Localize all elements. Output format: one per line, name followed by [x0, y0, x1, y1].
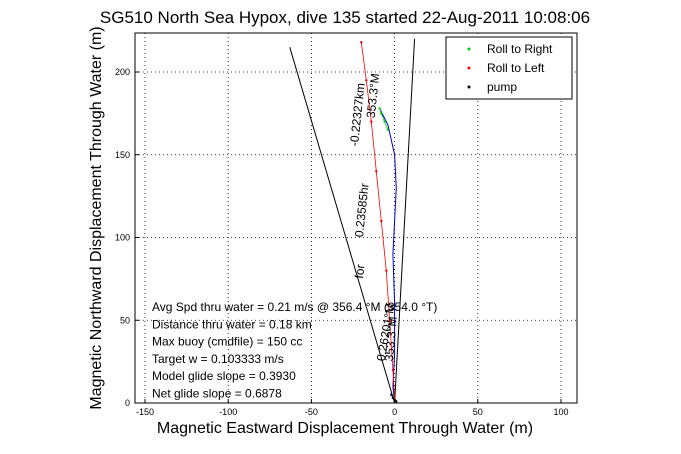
track-line	[379, 108, 397, 404]
legend-label: Roll to Left	[487, 61, 545, 75]
y-tick-label: 150	[115, 150, 130, 160]
y-axis-label: Magnetic Northward Displacement Through …	[88, 26, 105, 409]
annotation-line: Max buoy (cmdfile) = 150 cc	[152, 335, 302, 349]
x-tick-label: 100	[553, 407, 568, 417]
legend-marker	[467, 66, 471, 70]
x-tick-label: -50	[305, 407, 318, 417]
data-point	[375, 170, 378, 173]
series-line	[379, 108, 389, 131]
data-point	[395, 400, 398, 403]
guide-line	[289, 47, 396, 404]
legend-marker	[467, 47, 471, 51]
data-point	[391, 396, 395, 400]
legend-label: pump	[487, 80, 517, 94]
legend-box	[445, 36, 573, 100]
legend: Roll to Right Roll to Left pump	[445, 36, 573, 100]
guide-lines	[289, 38, 416, 404]
annotation-line: Avg Spd thru water = 0.21 m/s @ 356.4 °M…	[152, 300, 437, 314]
rotated-label: 353.3°M	[382, 316, 400, 362]
annotations: Avg Spd thru water = 0.21 m/s @ 356.4 °M…	[152, 300, 437, 401]
x-tick-label: -150	[136, 407, 154, 417]
x-tick-label: 0	[392, 407, 397, 417]
legend-marker	[467, 85, 471, 89]
guide-line	[394, 38, 416, 404]
series-layer	[360, 41, 398, 404]
annotation-line: Target w = 0.103333 m/s	[152, 352, 284, 366]
rotated-labels: 353.3°M-0.22327km0.23585hrfor0.26201°M35…	[347, 73, 400, 363]
x-tick-label: -100	[219, 407, 237, 417]
data-point	[386, 128, 390, 132]
data-point	[383, 120, 386, 123]
data-point	[390, 393, 393, 396]
data-point	[388, 319, 391, 322]
y-tick-label: 50	[120, 315, 130, 325]
rotated-label: -0.22327km	[347, 82, 368, 146]
y-tick-label: 200	[115, 67, 130, 77]
axis-ticks: -150 -100 -50 0 50 100 0 50 100 150 200	[115, 67, 569, 417]
annotation-line: Net glide slope = 0.6878	[152, 387, 282, 401]
x-tick-label: 50	[473, 407, 483, 417]
rotated-label: 353.3°M	[364, 73, 383, 119]
legend-label: Roll to Right	[487, 42, 553, 56]
data-point	[391, 368, 395, 372]
rotated-label: 0.23585hr	[352, 183, 372, 238]
data-point	[380, 219, 383, 223]
annotation-line: Model glide slope = 0.3930	[152, 369, 296, 383]
chart-title: SG510 North Sea Hypox, dive 135 started …	[100, 8, 590, 27]
y-tick-label: 100	[115, 233, 130, 243]
data-point	[380, 112, 383, 115]
plot-area	[134, 32, 578, 404]
data-point	[365, 79, 368, 82]
rotated-label: for	[352, 264, 367, 279]
y-tick-label: 0	[125, 398, 130, 408]
data-point	[378, 107, 381, 110]
x-axis-label: Magnetic Eastward Displacement Through W…	[157, 420, 533, 437]
data-point	[385, 269, 388, 272]
annotation-line: Distance thru water = 0.18 km	[152, 317, 312, 331]
data-point	[370, 120, 373, 123]
data-point	[360, 41, 363, 44]
